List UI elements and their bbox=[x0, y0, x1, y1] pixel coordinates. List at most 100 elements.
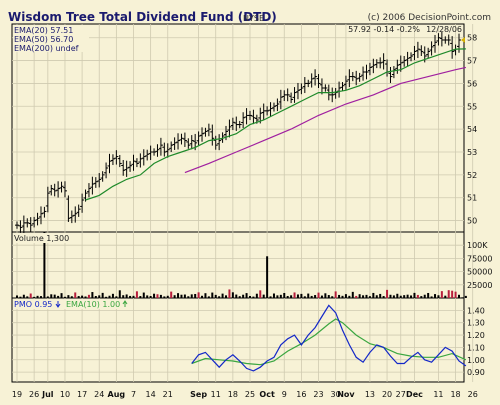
x-tick-label: 24 bbox=[94, 390, 104, 399]
price-bar bbox=[247, 110, 252, 120]
volume-bar bbox=[252, 296, 255, 298]
price-bar bbox=[230, 117, 235, 131]
price-bar bbox=[21, 215, 26, 234]
pmo-tick-label: 0.90 bbox=[467, 368, 485, 377]
price-bar bbox=[80, 193, 85, 213]
volume-bar bbox=[248, 295, 251, 298]
price-bar bbox=[251, 109, 256, 125]
price-legend: EMA(20) 57.51 EMA(50) 56.70 EMA(200) und… bbox=[13, 25, 89, 53]
volume-bar bbox=[177, 293, 180, 298]
price-bar bbox=[107, 153, 112, 174]
pmo-legend: PMO 0.95 EMA(10) 1.00 bbox=[13, 299, 133, 309]
price-bar bbox=[409, 52, 414, 62]
price-bar bbox=[189, 135, 194, 150]
volume-bar bbox=[454, 291, 457, 298]
volume-bar bbox=[153, 293, 156, 298]
volume-bar bbox=[235, 294, 238, 298]
volume-bar bbox=[36, 295, 39, 298]
quote-readout: 57.92 -0.14 -0.2% bbox=[348, 25, 420, 34]
volume-bar bbox=[464, 295, 467, 298]
volume-bar bbox=[146, 295, 149, 298]
volume-bar bbox=[53, 294, 56, 298]
volume-bar bbox=[125, 294, 128, 298]
price-bar bbox=[415, 41, 420, 59]
volume-bar bbox=[355, 295, 358, 298]
price-bar bbox=[104, 162, 109, 179]
price-bar bbox=[38, 206, 43, 225]
volume-bar bbox=[303, 296, 306, 298]
price-bar bbox=[395, 59, 400, 74]
volume-bar bbox=[225, 295, 228, 298]
price-bar bbox=[176, 133, 181, 150]
price-bar bbox=[237, 120, 242, 129]
volume-bar bbox=[344, 294, 347, 298]
price-bar bbox=[316, 74, 321, 88]
price-bar bbox=[289, 92, 294, 104]
price-bar bbox=[165, 143, 170, 158]
volume-bar bbox=[190, 294, 193, 298]
pmo-legend-label: PMO 0.95 bbox=[14, 300, 52, 309]
price-bar bbox=[172, 137, 177, 150]
price-bar bbox=[361, 66, 366, 81]
price-bar bbox=[200, 127, 205, 142]
volume-bar bbox=[406, 294, 409, 298]
price-bar bbox=[152, 148, 157, 156]
price-bar bbox=[217, 134, 222, 151]
price-bar bbox=[330, 87, 335, 103]
price-bar bbox=[28, 217, 33, 232]
price-bar bbox=[350, 72, 355, 82]
price-bar bbox=[309, 73, 314, 88]
volume-bar bbox=[300, 293, 303, 298]
volume-bar bbox=[317, 292, 320, 298]
price-bar bbox=[450, 36, 455, 59]
x-axis-labels: 19 26 Jul 10 17 24 Aug 7 14 21 Sep 11 18 25 Oct 9 16 23 30… bbox=[12, 390, 478, 399]
grid-lines bbox=[12, 24, 474, 382]
price-tick-label: 55 bbox=[467, 102, 477, 111]
volume-bar bbox=[231, 292, 234, 298]
x-tick-label: Aug bbox=[108, 390, 126, 399]
x-tick-label: 25 bbox=[245, 390, 255, 399]
pmo-legend-background bbox=[13, 299, 133, 309]
x-tick-label: 10 bbox=[60, 390, 70, 399]
ema50-legend: EMA(50) 56.70 bbox=[14, 35, 73, 44]
ema-series bbox=[85, 48, 467, 201]
price-bar bbox=[169, 141, 174, 152]
x-tick-label: 27 bbox=[396, 390, 406, 399]
price-bar bbox=[357, 72, 362, 82]
price-series bbox=[15, 32, 465, 234]
price-tick-label: 57 bbox=[467, 57, 477, 66]
price-tick-label: 50 bbox=[467, 217, 477, 226]
price-bar bbox=[433, 34, 438, 53]
x-tick-label: Sep bbox=[190, 390, 207, 399]
price-bar bbox=[271, 102, 276, 112]
price-bar bbox=[182, 132, 187, 147]
x-tick-label: 21 bbox=[163, 390, 173, 399]
volume-bar bbox=[29, 293, 32, 298]
price-bar bbox=[278, 89, 283, 110]
volume-bar bbox=[108, 295, 111, 298]
volume-bar bbox=[423, 294, 426, 298]
price-bar bbox=[124, 160, 129, 177]
volume-bar bbox=[46, 296, 49, 298]
volume-bar bbox=[351, 291, 354, 298]
volume-bar bbox=[74, 292, 77, 298]
volume-bar bbox=[307, 293, 310, 298]
volume-bar bbox=[81, 295, 84, 298]
quote-date: 12/28/06 bbox=[426, 25, 462, 34]
volume-bar bbox=[77, 296, 80, 298]
price-bar bbox=[114, 150, 119, 165]
volume-bar bbox=[255, 293, 258, 298]
pmo-tick-label: 1.40 bbox=[467, 306, 485, 315]
price-bar bbox=[100, 171, 105, 182]
volume-bar bbox=[245, 293, 248, 298]
volume-bar bbox=[16, 295, 18, 298]
price-bar bbox=[186, 138, 191, 149]
volume-bar bbox=[19, 296, 22, 298]
pmo-tick-label: 1.10 bbox=[467, 343, 485, 352]
volume-bar bbox=[334, 291, 337, 298]
pmo-series bbox=[191, 304, 467, 372]
volume-tick-label: 25000 bbox=[467, 281, 492, 290]
volume-bar bbox=[296, 294, 299, 298]
volume-bar bbox=[331, 296, 334, 298]
